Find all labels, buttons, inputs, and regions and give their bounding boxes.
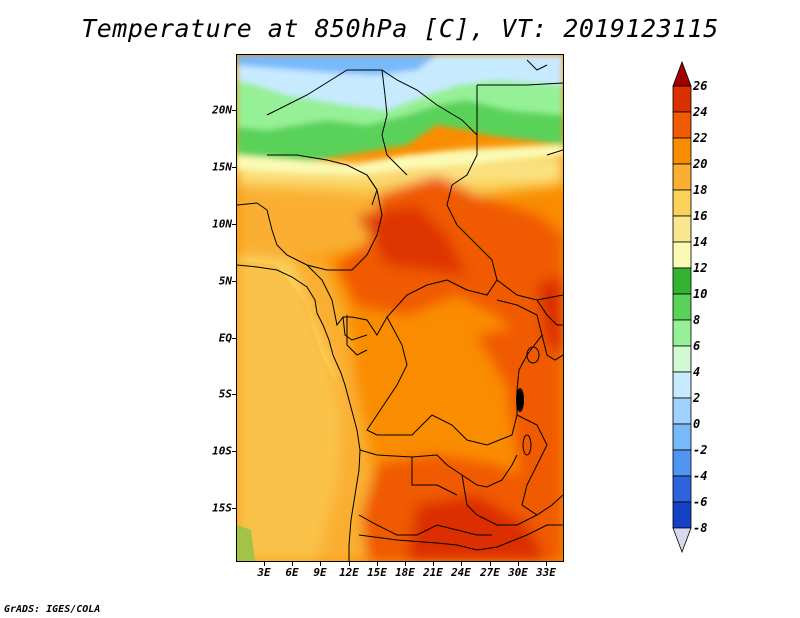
colorbar-label: 26 <box>693 79 708 93</box>
lon-tick <box>320 562 321 566</box>
colorbar-label: 20 <box>693 157 708 171</box>
lat-tick <box>232 451 237 452</box>
lat-label: 5N <box>218 274 232 288</box>
lon-label: 6E <box>285 566 299 579</box>
lat-label: 15S <box>212 501 232 515</box>
temperature-field <box>237 55 563 561</box>
colorbar-swatch <box>672 475 692 503</box>
colorbar-arrow-top <box>672 60 692 87</box>
colorbar-swatch <box>672 189 692 217</box>
colorbar-label: 0 <box>693 417 701 431</box>
colorbar-swatch <box>672 345 692 373</box>
colorbar-swatch <box>672 215 692 243</box>
colorbar-swatch <box>672 501 692 529</box>
colorbar-swatch <box>672 241 692 269</box>
colorbar-label: 12 <box>693 261 708 275</box>
lat-label: 5S <box>218 387 232 401</box>
lat-tick <box>232 281 237 282</box>
colorbar-swatch <box>672 137 692 165</box>
colorbar-label: -8 <box>693 521 708 535</box>
lon-tick <box>377 562 378 566</box>
lat-label: 10S <box>212 444 232 458</box>
lat-tick <box>232 110 237 111</box>
colorbar-label: 4 <box>693 365 701 379</box>
lat-label: 15N <box>212 160 232 174</box>
lon-label: 18E <box>395 566 415 579</box>
colorbar-swatch <box>672 397 692 425</box>
lon-label: 9E <box>313 566 327 579</box>
colorbar-label: -4 <box>693 469 708 483</box>
field-north <box>237 55 563 175</box>
lon-label: 3E <box>257 566 271 579</box>
borders <box>237 59 563 561</box>
colorbar-label: 22 <box>693 131 708 145</box>
colorbar <box>672 60 692 554</box>
lon-label: 15E <box>367 566 387 579</box>
lon-tick <box>264 562 265 566</box>
lon-tick <box>433 562 434 566</box>
lon-tick <box>405 562 406 566</box>
colorbar-swatch <box>672 85 692 113</box>
colorbar-swatch <box>672 319 692 347</box>
colorbar-swatch <box>672 371 692 399</box>
colorbar-swatch <box>672 449 692 477</box>
footer-credit: GrADS: IGES/COLA <box>4 604 101 615</box>
colorbar-label: 2 <box>693 391 701 405</box>
colorbar-swatch <box>672 111 692 139</box>
colorbar-label: 16 <box>693 209 708 223</box>
lat-tick <box>232 167 237 168</box>
lon-tick <box>292 562 293 566</box>
colorbar-label: 14 <box>693 235 708 249</box>
colorbar-swatch <box>672 293 692 321</box>
colorbar-swatch <box>672 423 692 451</box>
lat-tick <box>232 338 237 339</box>
lon-tick <box>490 562 491 566</box>
lat-tick <box>232 394 237 395</box>
colorbar-label: -6 <box>693 495 708 509</box>
field-coast-south <box>237 525 255 561</box>
colorbar-label: 8 <box>693 313 701 327</box>
colorbar-label: -2 <box>693 443 708 457</box>
map-title: Temperature at 850hPa [C], VT: 201912311… <box>81 14 719 43</box>
lon-label: 27E <box>480 566 500 579</box>
lon-tick <box>518 562 519 566</box>
colorbar-arrow-bottom <box>672 527 692 554</box>
lon-tick <box>349 562 350 566</box>
colorbar-swatch <box>672 163 692 191</box>
temperature-map <box>236 54 564 562</box>
ocean-area <box>237 260 352 561</box>
colorbar-swatch <box>672 267 692 295</box>
lat-label: EQ <box>218 331 232 345</box>
lon-tick <box>461 562 462 566</box>
lat-label: 10N <box>212 217 232 231</box>
lon-label: 24E <box>451 566 471 579</box>
lon-label: 12E <box>339 566 359 579</box>
lon-tick <box>546 562 547 566</box>
colorbar-label: 6 <box>693 339 701 353</box>
lat-tick <box>232 224 237 225</box>
colorbar-label: 10 <box>693 287 708 301</box>
lat-tick <box>232 508 237 509</box>
colorbar-label: 24 <box>693 105 708 119</box>
lon-label: 30E <box>508 566 528 579</box>
lat-label: 20N <box>212 103 232 117</box>
lon-label: 21E <box>423 566 443 579</box>
colorbar-label: 18 <box>693 183 708 197</box>
lon-label: 33E <box>536 566 556 579</box>
